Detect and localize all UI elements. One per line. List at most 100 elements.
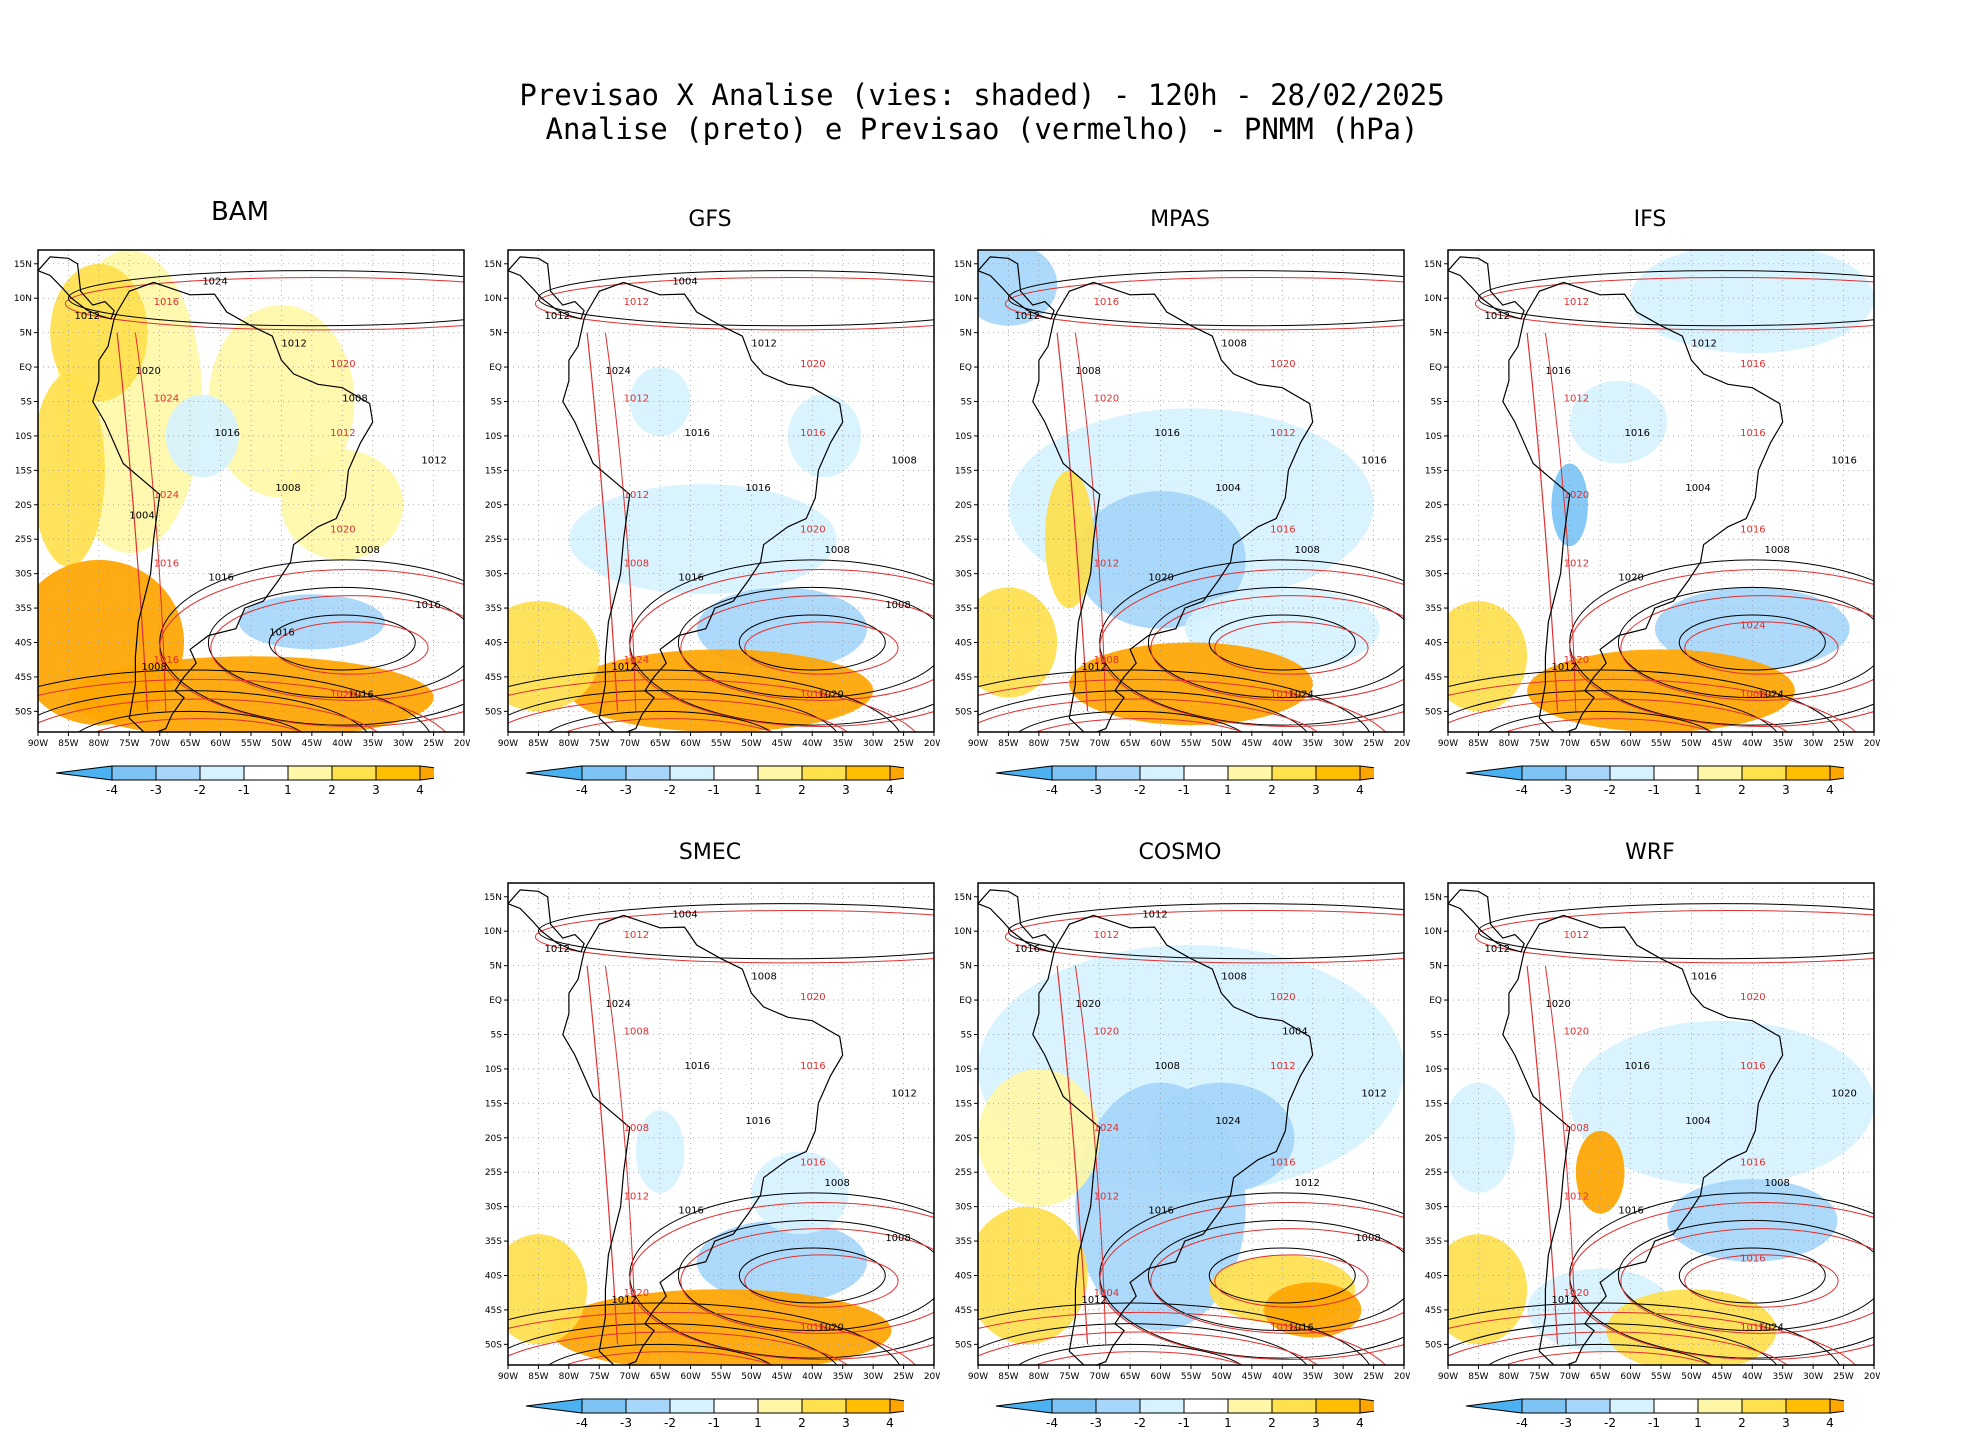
analysis-contour-label: 1008 bbox=[885, 1233, 910, 1244]
title-line-2: Analise (preto) e Previsao (vermelho) - … bbox=[545, 112, 1419, 146]
lon-label: 45W bbox=[772, 739, 792, 749]
lat-label: 15S bbox=[15, 466, 32, 476]
colorbar-label: -1 bbox=[238, 783, 250, 797]
analysis-contour-label: 1008 bbox=[1764, 1178, 1789, 1189]
lat-label: 25S bbox=[485, 535, 502, 545]
lon-label: 20W bbox=[1394, 739, 1410, 749]
lat-label: EQ bbox=[19, 363, 32, 373]
forecast-isobar bbox=[1034, 718, 1244, 732]
colorbar-segment bbox=[155, 765, 201, 781]
colorbar-segment bbox=[801, 1398, 847, 1414]
forecast-isobar bbox=[1056, 965, 1089, 1345]
lon-label: 35W bbox=[363, 739, 383, 749]
lat-label: 45S bbox=[1425, 673, 1442, 683]
lon-label: 80W bbox=[1499, 1372, 1519, 1382]
colorbar-label: 3 bbox=[1312, 783, 1320, 797]
forecast-contour-label: 1008 bbox=[624, 559, 649, 570]
forecast-contour-label: 1016 bbox=[1270, 1323, 1295, 1334]
lat-label: 20S bbox=[955, 501, 972, 511]
colorbar-label: -3 bbox=[1090, 783, 1102, 797]
analysis-contour-label: 1008 bbox=[1355, 1233, 1380, 1244]
panel-title: COSMO bbox=[1138, 840, 1222, 865]
analysis-isobar bbox=[1448, 690, 1778, 732]
forecast-contour-label: 1008 bbox=[1564, 1123, 1589, 1134]
colorbar-label: -3 bbox=[620, 783, 632, 797]
lat-label: 20S bbox=[955, 1134, 972, 1144]
forecast-isobar bbox=[1684, 1254, 1839, 1308]
colorbar-segment bbox=[1565, 765, 1611, 781]
forecast-isobar bbox=[1620, 595, 1874, 701]
lon-label: 55W bbox=[241, 739, 261, 749]
colorbar-segment bbox=[1741, 1398, 1787, 1414]
forecast-contour-label: 1012 bbox=[1270, 1061, 1295, 1072]
forecast-contour-label: 1016 bbox=[154, 655, 179, 666]
colorbar-label: 4 bbox=[1356, 1416, 1364, 1430]
lat-label: 30S bbox=[485, 570, 502, 580]
lon-label: 45W bbox=[302, 739, 322, 749]
map-layers: 1012101610081012100810121016102010241016… bbox=[508, 883, 934, 1365]
forecast-contour-label: 1008 bbox=[1094, 655, 1119, 666]
analysis-contour-label: 1012 bbox=[1485, 944, 1510, 955]
lon-label: 20W bbox=[924, 739, 940, 749]
forecast-isobar bbox=[564, 1351, 774, 1365]
analysis-contour-label: 1020 bbox=[1148, 573, 1173, 584]
colorbar-segment bbox=[1315, 1398, 1361, 1414]
colorbar: -4 -3 -2 -1 1 2 3 4 bbox=[995, 1398, 1374, 1430]
bias-area bbox=[1569, 380, 1668, 464]
lon-label: 45W bbox=[772, 1372, 792, 1382]
lat-label: 35S bbox=[1425, 604, 1442, 614]
colorbar-segment bbox=[713, 1398, 759, 1414]
forecast-contour-label: 1016 bbox=[1094, 297, 1119, 308]
lon-label: 65W bbox=[650, 1372, 670, 1382]
lat-label: 20S bbox=[1425, 501, 1442, 511]
analysis-contour-label: 1020 bbox=[818, 1323, 843, 1334]
lat-label: 10N bbox=[484, 927, 502, 937]
forecast-contour-label: 1024 bbox=[154, 393, 179, 404]
lon-label: 60W bbox=[1150, 1372, 1170, 1382]
lon-label: 35W bbox=[1773, 739, 1793, 749]
lat-label: 5S bbox=[1431, 397, 1443, 407]
forecast-contour-label: 1024 bbox=[1094, 1123, 1119, 1134]
analysis-contour-label: 1012 bbox=[1551, 662, 1576, 673]
bias-area bbox=[568, 484, 837, 595]
colorbar-label: 2 bbox=[1738, 783, 1746, 797]
analysis-contour-label: 1016 bbox=[1545, 366, 1570, 377]
lon-label: 90W bbox=[968, 739, 988, 749]
analysis-contour-label: 1012 bbox=[1142, 909, 1167, 920]
analysis-contour-label: 1004 bbox=[1215, 483, 1240, 494]
lat-label: 15S bbox=[485, 466, 502, 476]
lon-label: 60W bbox=[680, 1372, 700, 1382]
lat-label: 40S bbox=[15, 638, 32, 648]
lon-label: 20W bbox=[924, 1372, 940, 1382]
forecast-isobar bbox=[1620, 1228, 1874, 1334]
analysis-contour-label: 1012 bbox=[611, 662, 636, 673]
coastline bbox=[1448, 256, 1525, 320]
lon-label: 65W bbox=[1120, 739, 1140, 749]
lon-label: 20W bbox=[1864, 1372, 1880, 1382]
lon-label: 85W bbox=[1468, 1372, 1488, 1382]
forecast-isobar bbox=[629, 569, 934, 727]
analysis-contour-label: 1016 bbox=[1691, 971, 1716, 982]
lat-label: 40S bbox=[485, 638, 502, 648]
lon-label: 45W bbox=[1712, 739, 1732, 749]
colorbar-segment bbox=[1521, 765, 1567, 781]
lat-label: 15S bbox=[485, 1099, 502, 1109]
lat-label: 50S bbox=[15, 707, 32, 717]
forecast-isobar bbox=[274, 621, 429, 675]
lat-label: 25S bbox=[955, 1168, 972, 1178]
colorbar: -4 -3 -2 -1 1 2 3 4 bbox=[525, 765, 904, 797]
lon-label: 80W bbox=[1029, 1372, 1049, 1382]
lon-label: 25W bbox=[893, 739, 913, 749]
lat-label: 30S bbox=[485, 1203, 502, 1213]
analysis-isobar bbox=[1617, 1219, 1874, 1332]
lat-label: 50S bbox=[1425, 1340, 1442, 1350]
lat-label: 30S bbox=[15, 570, 32, 580]
forecast-contour-label: 1012 bbox=[1270, 428, 1295, 439]
analysis-isobar bbox=[738, 1247, 886, 1304]
colorbar-label: 4 bbox=[416, 783, 424, 797]
lat-label: 10S bbox=[485, 432, 502, 442]
forecast-contour-label: 1020 bbox=[330, 359, 355, 370]
analysis-contour-label: 1024 bbox=[202, 276, 227, 287]
colorbar-label: 2 bbox=[1268, 783, 1276, 797]
forecast-contour-label: 1008 bbox=[1740, 690, 1765, 701]
